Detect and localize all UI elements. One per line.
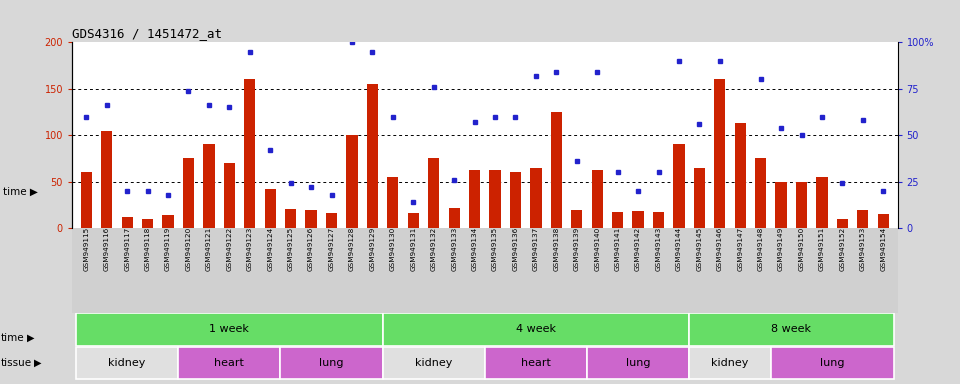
Bar [490, 170, 500, 228]
Bar [714, 79, 726, 228]
FancyBboxPatch shape [280, 347, 383, 379]
Bar [142, 219, 154, 228]
Bar [244, 79, 255, 228]
Text: lung: lung [320, 358, 344, 368]
Bar [325, 213, 337, 228]
Text: GDS4316 / 1451472_at: GDS4316 / 1451472_at [72, 27, 222, 40]
Bar [469, 170, 480, 228]
Text: 1 week: 1 week [209, 324, 250, 334]
FancyBboxPatch shape [383, 347, 485, 379]
Bar [591, 170, 603, 228]
Text: time: time [1, 333, 25, 343]
Text: heart: heart [521, 358, 551, 368]
Text: ▶: ▶ [27, 333, 35, 343]
Bar [816, 177, 828, 228]
Bar [673, 144, 684, 228]
Bar [571, 210, 583, 228]
Bar [122, 217, 132, 228]
Bar [448, 208, 460, 228]
Bar [857, 210, 869, 228]
Text: 8 week: 8 week [771, 324, 811, 334]
Bar [387, 177, 398, 228]
Bar [408, 213, 419, 228]
Bar [776, 182, 787, 228]
FancyBboxPatch shape [76, 347, 179, 379]
Bar [530, 168, 541, 228]
Bar [694, 168, 705, 228]
FancyBboxPatch shape [76, 313, 383, 346]
Text: lung: lung [626, 358, 650, 368]
Bar [367, 84, 378, 228]
Bar [734, 123, 746, 228]
Text: 4 week: 4 week [516, 324, 556, 334]
FancyBboxPatch shape [485, 347, 587, 379]
Bar [612, 212, 623, 228]
Bar [756, 159, 766, 228]
Bar [347, 135, 357, 228]
Bar [101, 131, 112, 228]
Text: kidney: kidney [415, 358, 452, 368]
Bar [428, 159, 440, 228]
Bar [305, 210, 317, 228]
Bar [653, 212, 664, 228]
Bar [265, 189, 276, 228]
Bar [162, 215, 174, 228]
Text: tissue: tissue [1, 358, 32, 368]
FancyBboxPatch shape [179, 347, 280, 379]
Text: lung: lung [820, 358, 845, 368]
Text: kidney: kidney [711, 358, 749, 368]
Bar [510, 172, 521, 228]
Text: kidney: kidney [108, 358, 146, 368]
Bar [633, 211, 644, 228]
FancyBboxPatch shape [689, 347, 771, 379]
FancyBboxPatch shape [587, 347, 689, 379]
Bar [182, 159, 194, 228]
Bar [285, 209, 297, 228]
Text: heart: heart [214, 358, 244, 368]
Text: ▶: ▶ [34, 358, 41, 368]
Bar [81, 172, 92, 228]
Bar [551, 112, 562, 228]
Bar [204, 144, 214, 228]
FancyBboxPatch shape [689, 313, 894, 346]
FancyBboxPatch shape [383, 313, 689, 346]
Bar [224, 163, 235, 228]
Bar [837, 219, 848, 228]
FancyBboxPatch shape [771, 347, 894, 379]
Text: time ▶: time ▶ [3, 187, 37, 197]
Bar [877, 214, 889, 228]
Bar [796, 182, 807, 228]
